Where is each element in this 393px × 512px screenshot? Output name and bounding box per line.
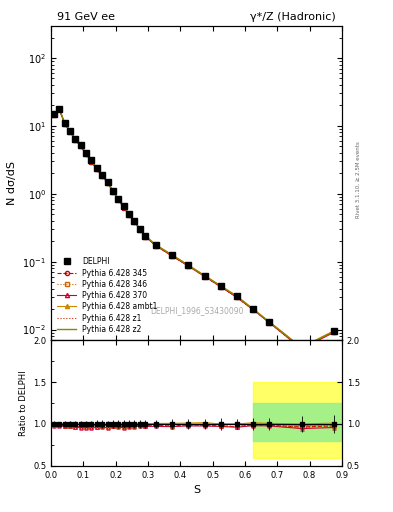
Text: DELPHI_1996_S3430090: DELPHI_1996_S3430090	[150, 306, 243, 315]
Y-axis label: Ratio to DELPHI: Ratio to DELPHI	[18, 370, 28, 436]
Legend: DELPHI, Pythia 6.428 345, Pythia 6.428 346, Pythia 6.428 370, Pythia 6.428 ambt1: DELPHI, Pythia 6.428 345, Pythia 6.428 3…	[55, 255, 160, 336]
Text: Rivet 3.1.10, ≥ 2.5M events: Rivet 3.1.10, ≥ 2.5M events	[356, 141, 361, 218]
Text: 91 GeV ee: 91 GeV ee	[57, 12, 115, 23]
Y-axis label: N dσ/dS: N dσ/dS	[7, 161, 17, 205]
X-axis label: S: S	[193, 485, 200, 495]
Text: γ*/Z (Hadronic): γ*/Z (Hadronic)	[250, 12, 336, 23]
